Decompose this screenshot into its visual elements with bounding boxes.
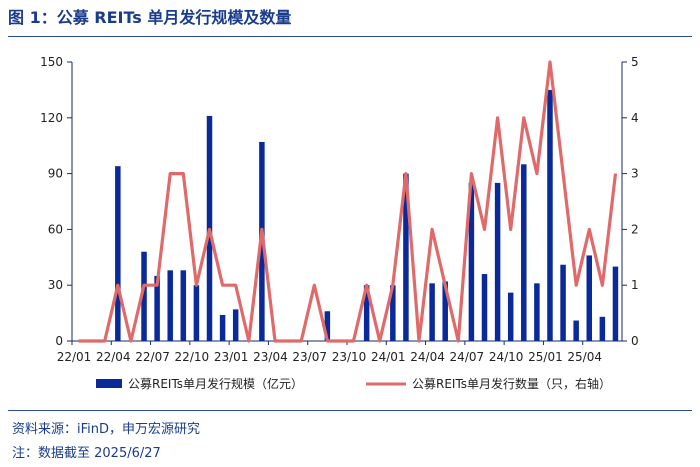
y-left-tick-label: 0 xyxy=(55,334,63,348)
bar xyxy=(154,275,160,341)
bar xyxy=(193,285,200,341)
x-tick-label: 24/04 xyxy=(410,350,445,364)
bar xyxy=(324,311,331,341)
bar xyxy=(442,281,448,341)
figure-title: 图 1：公募 REITs 单月发行规模及数量 xyxy=(8,8,292,27)
bar xyxy=(468,182,475,341)
count-line xyxy=(78,60,618,343)
y-left-tick-label: 60 xyxy=(48,222,63,236)
bar xyxy=(403,173,409,341)
bar xyxy=(429,283,435,341)
x-tick-label: 23/04 xyxy=(253,350,288,364)
bar xyxy=(141,251,147,341)
bar xyxy=(547,89,553,342)
bar xyxy=(180,270,187,341)
bar xyxy=(390,285,396,341)
title-divider xyxy=(8,36,692,37)
x-tick-label: 23/07 xyxy=(292,350,327,364)
footer-divider xyxy=(8,410,692,411)
y-right-tick-label: 3 xyxy=(631,167,639,181)
note-text: 注：数据截至 2025/6/27 xyxy=(12,446,161,461)
x-tick-label: 22/07 xyxy=(135,350,170,364)
bar xyxy=(115,166,121,341)
legend-bar-swatch xyxy=(96,379,122,388)
y-left-tick-label: 30 xyxy=(48,278,63,292)
x-tick-label: 23/01 xyxy=(214,350,249,364)
line-series xyxy=(78,60,618,343)
legend-line-label: 公募REITs单月发行数量（只，右轴） xyxy=(412,376,611,391)
legend-bar-label: 公募REITs单月发行规模（亿元） xyxy=(128,376,303,391)
bar xyxy=(612,266,619,341)
y-right-tick-label: 0 xyxy=(631,334,639,348)
bar xyxy=(507,292,514,341)
y-right-tick-label: 4 xyxy=(631,111,639,125)
bar xyxy=(481,274,488,341)
source-text: 资料来源：iFinD，申万宏源研究 xyxy=(12,422,201,437)
bar xyxy=(232,309,239,341)
y-left-tick-label: 120 xyxy=(40,111,63,125)
y-right-tick-label: 2 xyxy=(631,222,639,236)
chart: 0 30 60 90 120 150 0 1 2 3 4 5 22/01 22/04 22/07 22/10 2… xyxy=(40,55,639,391)
bar xyxy=(494,182,501,341)
y-right-tick-label: 1 xyxy=(631,278,639,292)
bar xyxy=(521,164,527,341)
bar xyxy=(167,270,173,341)
x-tick-label: 22/04 xyxy=(96,350,131,364)
bar xyxy=(560,264,566,341)
x-tick-label: 23/10 xyxy=(332,350,367,364)
x-tick-label: 25/01 xyxy=(528,350,563,364)
bar xyxy=(573,320,579,341)
y-right-tick-label: 5 xyxy=(631,55,639,69)
y-left-tick-label: 90 xyxy=(48,167,63,181)
legend: 公募REITs单月发行规模（亿元） 公募REITs单月发行数量（只，右轴） xyxy=(96,376,611,391)
bar xyxy=(586,255,593,341)
bar xyxy=(534,283,540,341)
x-tick-label: 25/04 xyxy=(567,350,602,364)
bar xyxy=(363,285,370,341)
x-tick-label: 24/07 xyxy=(450,350,485,364)
x-tick-label: 22/10 xyxy=(175,350,210,364)
chart-axes: 0 30 60 90 120 150 0 1 2 3 4 5 22/01 22/04 22/07 22/10 2… xyxy=(40,55,639,364)
bar xyxy=(599,316,606,341)
bar xyxy=(219,314,226,341)
x-tick-label: 22/01 xyxy=(57,350,92,364)
x-tick-label: 24/10 xyxy=(489,350,524,364)
y-left-tick-label: 150 xyxy=(40,55,63,69)
x-tick-label: 24/01 xyxy=(371,350,406,364)
